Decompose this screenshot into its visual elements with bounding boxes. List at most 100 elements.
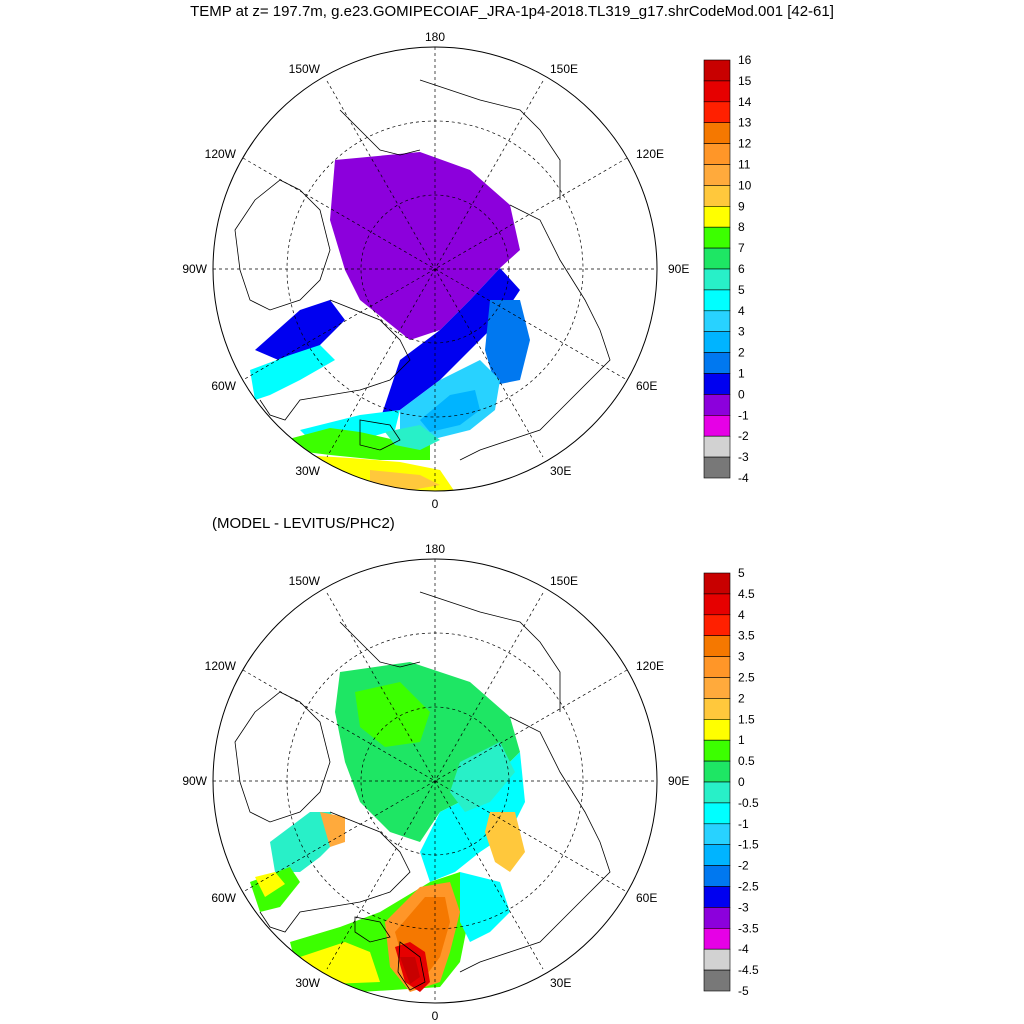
colorbar-tick-label: -1.5 bbox=[738, 838, 759, 852]
colorbar-tick-label: -4 bbox=[738, 942, 749, 956]
lon-label-150e: 150E bbox=[550, 574, 578, 588]
colorbar-tick-label: -4 bbox=[738, 471, 749, 485]
colorbar-tick-label: 4 bbox=[738, 304, 745, 318]
colorbar-tick-label: 14 bbox=[738, 95, 752, 109]
colorbar-tick-label: 3 bbox=[738, 325, 745, 339]
field-nordic-teal bbox=[385, 425, 440, 450]
top-coastlines bbox=[234, 79, 611, 491]
lon-label-120w: 120W bbox=[205, 147, 237, 161]
colorbar-tick-label: -1 bbox=[738, 408, 749, 422]
lon-label-60e: 60E bbox=[636, 891, 657, 905]
colorbar-tick-label: 1.5 bbox=[738, 712, 755, 726]
figure-title: TEMP at z= 197.7m, g.e23.GOMIPECOIAF_JRA… bbox=[190, 3, 834, 20]
colorbar-tick-label: -2.5 bbox=[738, 880, 759, 894]
colorbar-swatch bbox=[703, 698, 731, 720]
colorbar-swatch bbox=[703, 719, 731, 741]
colorbar-tick-label: 0 bbox=[738, 387, 745, 401]
lon-label-0: 0 bbox=[432, 497, 439, 511]
lon-label-30e: 30E bbox=[550, 976, 571, 990]
field-nordic-green bbox=[285, 428, 430, 460]
colorbar-swatch bbox=[703, 59, 731, 82]
colorbar-swatch bbox=[703, 635, 731, 657]
colorbar-swatch bbox=[703, 101, 731, 124]
colorbar-swatch bbox=[703, 823, 731, 845]
colorbar-swatch bbox=[703, 614, 731, 637]
colorbar-tick-label: 6 bbox=[738, 262, 745, 276]
diff-barents-cyan bbox=[460, 872, 510, 942]
colorbar-tick-label: 1 bbox=[738, 367, 745, 381]
colorbar-swatch bbox=[703, 122, 731, 144]
colorbar-swatch bbox=[703, 310, 731, 332]
colorbar-swatch bbox=[703, 865, 731, 887]
colorbar-tick-label: 15 bbox=[738, 74, 752, 88]
lon-label-180: 180 bbox=[425, 542, 445, 556]
colorbar-tick-label: 1 bbox=[738, 733, 745, 747]
colorbar-tick-label: 2.5 bbox=[738, 671, 755, 685]
lon-label-150w: 150W bbox=[289, 62, 321, 76]
lon-label-60e: 60E bbox=[636, 379, 657, 393]
colorbar-swatch bbox=[703, 185, 731, 207]
colorbar-tick-label: 5 bbox=[738, 283, 745, 297]
colorbar-swatch bbox=[703, 886, 731, 908]
colorbar-swatch bbox=[703, 394, 731, 416]
colorbar-swatch bbox=[703, 373, 731, 395]
colorbar-tick-label: -3 bbox=[738, 450, 749, 464]
colorbar-swatch bbox=[703, 593, 731, 616]
colorbar-tick-label: 2 bbox=[738, 346, 745, 360]
bottom-lon-labels: 180 0 90W 90E 150W 150E 120W 120E 60W 60… bbox=[182, 542, 689, 1023]
lon-label-30e: 30E bbox=[550, 464, 571, 478]
lon-label-120w: 120W bbox=[205, 659, 237, 673]
colorbar-swatch bbox=[703, 247, 731, 270]
colorbar-tick-label: 3 bbox=[738, 650, 745, 664]
field-kara-patch bbox=[485, 300, 530, 385]
colorbar-tick-label: 10 bbox=[738, 178, 752, 192]
top-graticule bbox=[213, 47, 657, 491]
colorbar-tick-label: 0 bbox=[738, 775, 745, 789]
colorbar-swatch bbox=[703, 572, 731, 595]
colorbar-tick-label: 7 bbox=[738, 241, 745, 255]
lon-label-60w: 60W bbox=[211, 379, 236, 393]
colorbar-tick-label: 12 bbox=[738, 137, 752, 151]
lon-label-150e: 150E bbox=[550, 62, 578, 76]
lon-label-90w: 90W bbox=[182, 774, 207, 788]
colorbar-tick-label: 4.5 bbox=[738, 587, 755, 601]
lon-label-120e: 120E bbox=[636, 659, 664, 673]
colorbar-swatch bbox=[703, 907, 731, 929]
colorbar-tick-label: 11 bbox=[738, 158, 751, 172]
colorbar-tick-label: 13 bbox=[738, 116, 752, 130]
diff-kara-yellow bbox=[485, 812, 525, 872]
colorbar-tick-label: 9 bbox=[738, 199, 745, 213]
colorbar-swatch bbox=[703, 760, 731, 783]
colorbar-swatch bbox=[703, 289, 731, 312]
colorbar-tick-label: 5 bbox=[738, 566, 745, 580]
lon-label-180: 180 bbox=[425, 30, 445, 44]
colorbar-swatch bbox=[703, 927, 731, 950]
colorbar-tick-label: -3 bbox=[738, 900, 749, 914]
diff-labrador-orange bbox=[320, 812, 345, 847]
colorbar-swatch bbox=[703, 414, 731, 437]
colorbar-tick-label: 16 bbox=[738, 53, 752, 67]
lon-label-90e: 90E bbox=[668, 262, 689, 276]
colorbar-tick-label: 3.5 bbox=[738, 629, 755, 643]
colorbar-swatch bbox=[703, 969, 731, 992]
colorbar-tick-label: -1 bbox=[738, 817, 749, 831]
field-arctic-cold bbox=[330, 152, 520, 340]
colorbar-tick-label: -5 bbox=[738, 984, 749, 998]
lon-label-150w: 150W bbox=[289, 574, 321, 588]
lon-label-90w: 90W bbox=[182, 262, 207, 276]
colorbar-swatch bbox=[703, 226, 731, 249]
top-map-fields bbox=[250, 152, 530, 491]
bottom-graticule bbox=[213, 559, 657, 1003]
top-lon-labels: 180 0 90W 90E 150W 150E 120W 120E 60W 60… bbox=[182, 30, 689, 511]
colorbar-tick-label: 0.5 bbox=[738, 754, 755, 768]
colorbar-swatch bbox=[703, 352, 731, 374]
colorbar-swatch bbox=[703, 206, 731, 228]
colorbar-tick-label: 8 bbox=[738, 220, 745, 234]
colorbar-swatch bbox=[703, 268, 731, 291]
colorbar-swatch bbox=[703, 739, 731, 762]
difference-subtitle: (MODEL - LEVITUS/PHC2) bbox=[212, 515, 395, 532]
colorbar-swatch bbox=[703, 677, 731, 699]
top-map-border bbox=[212, 46, 658, 492]
colorbar-swatch bbox=[703, 456, 731, 479]
